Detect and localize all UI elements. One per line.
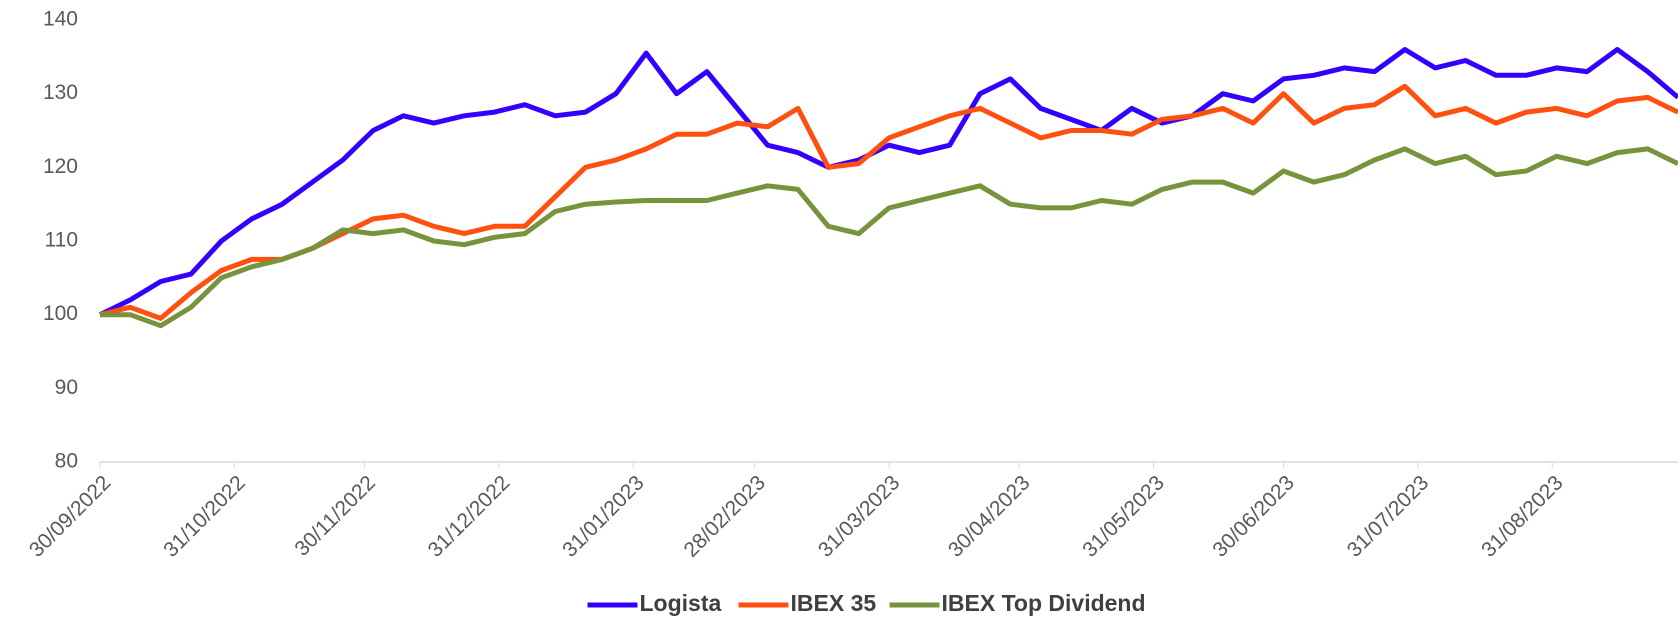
x-tick-label: 30/04/2023 <box>944 471 1035 562</box>
legend-label: IBEX 35 <box>791 590 877 616</box>
series-line <box>100 146 1678 329</box>
x-tick-label: 31/08/2023 <box>1477 471 1568 562</box>
y-tick-label: 100 <box>43 302 78 325</box>
x-tick-label: 30/06/2023 <box>1208 471 1299 562</box>
x-tick-label: 31/10/2022 <box>159 471 250 562</box>
y-tick-label: 90 <box>55 376 78 399</box>
y-tick-label: 120 <box>43 155 78 178</box>
x-tick-label: 31/05/2023 <box>1078 471 1169 562</box>
x-tick-label: 31/03/2023 <box>814 471 905 562</box>
x-tick-label: 30/11/2022 <box>290 471 379 560</box>
series-line <box>98 47 1678 317</box>
y-tick-label: 80 <box>55 450 78 473</box>
legend-label: IBEX Top Dividend <box>942 590 1146 616</box>
x-tick-label: 31/01/2023 <box>558 471 649 562</box>
y-tick-label: 130 <box>43 81 78 104</box>
x-tick-label: 28/02/2023 <box>679 471 770 562</box>
y-tick-label: 140 <box>43 8 78 31</box>
y-tick-label: 110 <box>45 229 78 252</box>
x-tick-label: 30/09/2022 <box>25 471 116 562</box>
x-tick-label: 31/12/2022 <box>424 471 515 562</box>
x-tick-label: 31/07/2023 <box>1343 471 1434 562</box>
series-line <box>99 83 1678 321</box>
legend-label: Logista <box>640 590 722 616</box>
